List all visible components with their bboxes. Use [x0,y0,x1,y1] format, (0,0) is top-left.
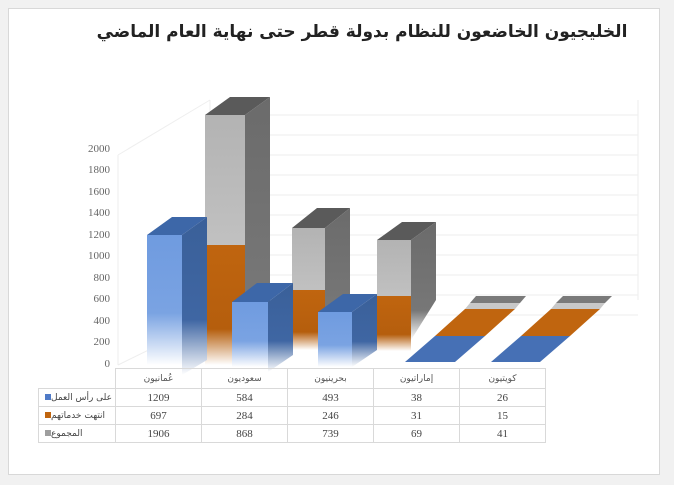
bar-working-3 [318,312,352,367]
bar-working-1 [147,235,182,365]
y-tick: 2000 [88,143,110,155]
y-tick: 1600 [88,186,110,198]
table-cell: 246 [287,406,375,425]
bar-group-bahrainis [318,222,436,367]
table-cell: 1906 [115,424,203,443]
legend-label-working: على رأس العمل [37,388,117,407]
table-cell: 697 [115,406,203,425]
bar-top-total-1 [205,97,270,115]
bar-working-2 [232,302,268,367]
y-tick: 1400 [88,207,110,219]
y-tick: 400 [93,315,111,327]
table-row-working: على رأس العمل 1209 584 493 38 26 [37,388,547,407]
bar-group-emiratis [405,296,526,362]
y-tick: 200 [93,336,111,348]
table-cell: 38 [373,388,461,407]
category-header: إماراتيون [373,368,461,389]
table-cell: 69 [373,424,461,443]
y-tick: 1000 [88,250,110,262]
table-cell: 31 [373,406,461,425]
table-cell: 493 [287,388,375,407]
legend-swatch-gray-icon [45,430,51,436]
data-table: عُمانيون سعوديون بحرينيون إماراتيون كويت… [37,368,547,443]
table-header-row: عُمانيون سعوديون بحرينيون إماراتيون كويت… [39,368,547,389]
category-header: عُمانيون [115,368,203,389]
table-row-ended: انتهت خدماتهم 697 284 246 31 15 [37,406,547,425]
y-tick: 800 [93,272,111,284]
category-header: كويتيون [459,368,547,389]
category-header: سعوديون [201,368,289,389]
y-tick: 1800 [88,164,110,176]
table-cell: 1209 [115,388,203,407]
legend-label-total: المجموع [37,424,117,443]
legend-label-ended: انتهت خدماتهم [37,406,117,425]
table-cell: 15 [459,406,547,425]
legend-swatch-orange-icon [45,412,51,418]
table-cell: 284 [201,406,289,425]
table-cell: 26 [459,388,547,407]
chart-title: الخليجيون الخاضعون للنظام بدولة قطر حتى … [0,22,674,42]
bar-group-kuwaitis [491,296,612,362]
y-tick: 600 [93,293,111,305]
y-tick: 0 [104,358,111,370]
bar-ended-3 [377,296,411,351]
legend-swatch-blue-icon [45,394,51,400]
table-cell: 584 [201,388,289,407]
table-cell: 868 [201,424,289,443]
category-header: بحرينيون [287,368,375,389]
table-cell: 739 [287,424,375,443]
table-cell: 41 [459,424,547,443]
table-row-total: المجموع 1906 868 739 69 41 [37,424,547,443]
chart-title-text: الخليجيون الخاضعون للنظام بدولة قطر حتى … [96,22,628,42]
y-tick: 1200 [88,229,110,241]
